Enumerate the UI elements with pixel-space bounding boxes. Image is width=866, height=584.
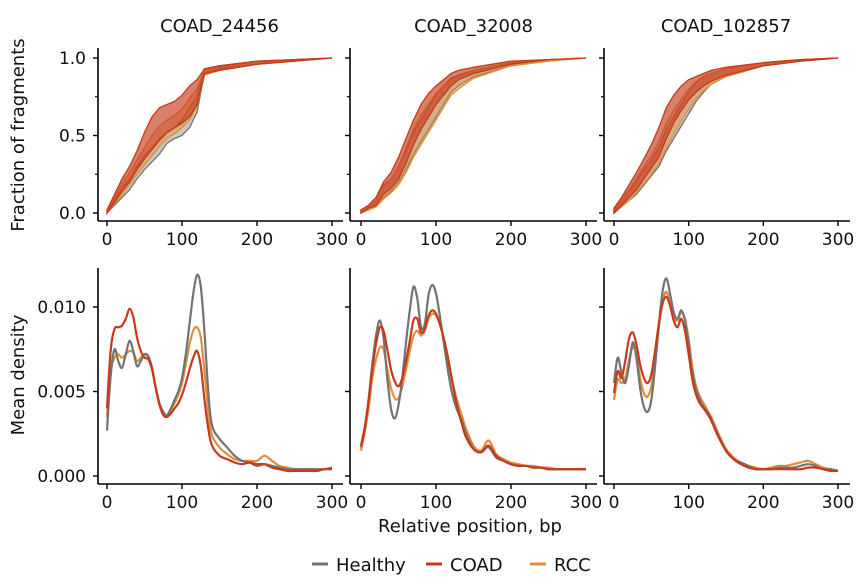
x-tick-label: 200: [495, 230, 527, 250]
x-tick-label: 100: [420, 230, 452, 250]
band-coad: [360, 57, 587, 215]
y-tick-label: 0.000: [37, 467, 86, 487]
band-healthy: [613, 57, 839, 215]
x-axis-title: Relative position, bp: [378, 516, 562, 537]
line-coad: [105, 307, 333, 473]
panel-4: 0 100 200 300 0.000 0.005 0.010: [37, 268, 348, 513]
legend-item-coad: COAD: [426, 555, 503, 576]
band-coad: [106, 57, 333, 216]
line-healthy: [105, 273, 333, 471]
panel-title: COAD_32008: [414, 16, 533, 37]
x-tick-label: 300: [570, 493, 602, 513]
x-tick-label: 300: [570, 230, 602, 250]
x-tick-label: 100: [672, 493, 704, 513]
x-tick-label: 100: [420, 493, 452, 513]
panel-title: COAD_102857: [661, 16, 791, 37]
legend-item-rcc: RCC: [530, 555, 591, 576]
x-tick-label: 200: [495, 493, 527, 513]
band-healthy: [106, 57, 333, 215]
x-tick-label: 0: [609, 230, 620, 250]
line-healthy: [612, 277, 839, 472]
x-tick-label: 300: [822, 230, 854, 250]
x-tick-label: 0: [609, 493, 620, 513]
legend-label: Healthy: [336, 555, 406, 576]
panels: COAD_24456 0 100 200 300 0.0 0.5 1.0 COAD_32008 0…: [37, 16, 854, 513]
line-rcc: [359, 312, 586, 471]
y-tick-label: 0.010: [37, 298, 86, 318]
y-tick-label: 1.0: [59, 49, 86, 69]
panel-6: 0 100 200 300: [599, 268, 854, 513]
legend-label: COAD: [450, 555, 503, 576]
band-coad: [613, 57, 839, 215]
x-tick-label: 100: [166, 493, 198, 513]
x-tick-label: 200: [241, 493, 273, 513]
x-tick-label: 200: [747, 230, 779, 250]
x-tick-label: 300: [316, 230, 348, 250]
x-tick-label: 100: [672, 230, 704, 250]
panel-5: 0 100 200 300: [345, 268, 602, 513]
line-coad: [359, 309, 586, 471]
x-tick-label: 100: [166, 230, 198, 250]
legend-item-healthy: Healthy: [312, 555, 406, 576]
legend-label: RCC: [554, 555, 591, 576]
x-tick-label: 300: [822, 493, 854, 513]
legend: Healthy COAD RCC: [312, 555, 591, 576]
y-axis-title-top: Fraction of fragments: [8, 38, 29, 231]
panel-1: COAD_24456 0 100 200 300 0.0 0.5 1.0: [59, 16, 348, 250]
band-rcc: [360, 57, 587, 214]
y-tick-label: 0.005: [37, 383, 86, 403]
band-rcc: [613, 57, 839, 215]
band-rcc: [106, 57, 333, 215]
line-rcc: [612, 290, 839, 472]
x-tick-label: 0: [356, 230, 367, 250]
x-tick-label: 200: [241, 230, 273, 250]
line-coad: [612, 295, 839, 473]
panel-3: COAD_102857 0 100 200 300: [599, 16, 854, 250]
line-healthy: [359, 283, 586, 471]
y-tick-label: 0.0: [59, 204, 86, 224]
y-tick-label: 0.5: [59, 127, 86, 147]
y-axis-title-bottom: Mean density: [8, 314, 29, 435]
x-tick-label: 0: [102, 230, 113, 250]
panel-title: COAD_24456: [160, 16, 279, 37]
panel-2: COAD_32008 0 100 200 300: [345, 16, 602, 250]
x-tick-label: 300: [316, 493, 348, 513]
x-tick-label: 0: [356, 493, 367, 513]
x-tick-label: 0: [102, 493, 113, 513]
x-tick-label: 200: [747, 493, 779, 513]
